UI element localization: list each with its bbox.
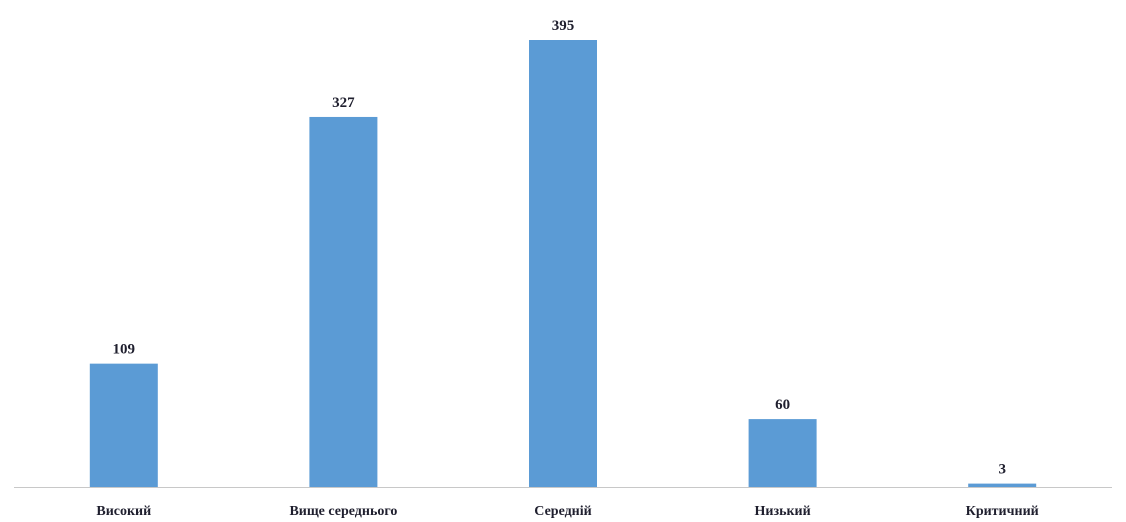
bar-2: [309, 116, 378, 487]
category-label-1: Високий: [96, 504, 151, 519]
value-label-4: 60: [775, 397, 790, 413]
value-labels-group: 109 327 395 60 3: [113, 18, 1006, 478]
value-label-5: 3: [998, 462, 1006, 478]
bar-1: [89, 363, 158, 487]
category-label-5: Критичний: [966, 504, 1039, 519]
bar-4: [748, 419, 817, 487]
value-label-1: 109: [113, 342, 136, 358]
category-label-2: Вище середнього: [289, 504, 397, 519]
category-labels-group: Високий Вище середнього Середній Низький Кри…: [96, 504, 1038, 519]
bar-5: [968, 483, 1037, 487]
bars-group: [89, 40, 1037, 487]
category-label-3: Середній: [534, 504, 591, 519]
bar-3: [529, 40, 597, 487]
value-label-3: 395: [552, 18, 575, 34]
value-label-2: 327: [332, 95, 355, 111]
category-label-4: Низький: [755, 504, 811, 519]
